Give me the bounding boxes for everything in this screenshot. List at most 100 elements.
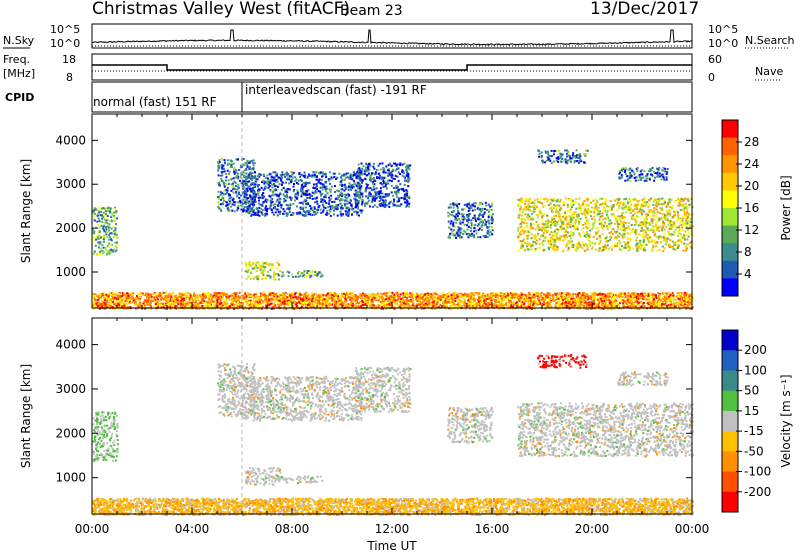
- scatter-cell: [223, 185, 226, 188]
- scatter-cell: [382, 185, 385, 188]
- scatter-cell: [303, 176, 306, 179]
- scatter-cell: [220, 199, 222, 201]
- scatter-cell: [260, 271, 263, 274]
- scatter-cell: [674, 298, 677, 301]
- scatter-cell: [99, 307, 101, 310]
- scatter-cell: [182, 296, 185, 299]
- scatter-cell: [543, 296, 546, 298]
- scatter-cell: [687, 299, 690, 302]
- scatter-cell: [338, 190, 341, 193]
- scatter-cell: [223, 291, 226, 294]
- scatter-cell: [291, 213, 294, 216]
- scatter-cell: [498, 307, 501, 310]
- scatter-cell: [331, 297, 334, 300]
- scatter-cell: [113, 298, 115, 301]
- scatter-cell: [236, 209, 239, 212]
- scatter-cell: [176, 302, 179, 304]
- scatter-cell: [271, 292, 274, 295]
- scatter-cell: [381, 306, 384, 309]
- scatter-cell: [257, 202, 260, 205]
- scatter-cell: [347, 172, 350, 175]
- scatter-cell: [488, 304, 491, 307]
- scatter-cell: [612, 295, 615, 298]
- scatter-cell: [349, 186, 352, 188]
- scatter-cell: [109, 209, 111, 212]
- scatter-cell: [233, 210, 236, 213]
- scatter-cell: [272, 273, 275, 276]
- scatter-cell: [404, 195, 407, 198]
- scatter-cell: [390, 180, 393, 183]
- scatter-cell: [295, 307, 298, 310]
- scatter-cell: [271, 183, 273, 186]
- scatter-cell: [344, 298, 347, 301]
- scatter-cell: [220, 203, 222, 206]
- scatter-cell: [245, 210, 248, 213]
- scatter-cell: [583, 305, 586, 308]
- scatter-cell: [648, 299, 651, 301]
- scatter-cell: [216, 303, 219, 306]
- scatter-cell: [432, 305, 435, 308]
- scatter-cell: [351, 178, 354, 181]
- scatter-cell: [478, 296, 481, 299]
- scatter-cell: [684, 303, 686, 306]
- scatter-cell: [509, 295, 512, 298]
- scatter-cell: [354, 198, 357, 201]
- scatter-cell: [205, 302, 208, 305]
- scatter-cell: [94, 244, 97, 247]
- scatter-cell: [160, 299, 163, 302]
- scatter-cell: [400, 188, 403, 190]
- scatter-cell: [315, 178, 318, 181]
- scatter-cell: [245, 172, 248, 175]
- scatter-cell: [404, 299, 407, 302]
- scatter-cell: [392, 302, 395, 305]
- scatter-cell: [270, 308, 273, 310]
- scatter-cell: [396, 204, 399, 207]
- scatter-cell: [95, 208, 98, 211]
- scatter-cell: [306, 272, 309, 274]
- scatter-cell: [143, 300, 146, 303]
- scatter-cell: [218, 166, 221, 168]
- scatter-cell: [592, 292, 595, 294]
- scatter-cell: [106, 236, 109, 239]
- scatter-cell: [568, 303, 571, 306]
- scatter-cell: [578, 300, 581, 303]
- scatter-cell: [485, 304, 487, 306]
- scatter-cell: [378, 162, 381, 165]
- scatter-cell: [104, 297, 107, 300]
- scatter-cell: [233, 204, 236, 207]
- scatter-cell: [261, 213, 264, 216]
- scatter-cell: [223, 299, 225, 302]
- scatter-cell: [241, 202, 244, 205]
- scatter-cell: [254, 195, 257, 198]
- scatter-cell: [408, 196, 411, 199]
- scatter-cell: [683, 305, 686, 308]
- scatter-cell: [391, 170, 394, 173]
- scatter-cell: [371, 195, 374, 198]
- scatter-cell: [162, 304, 165, 306]
- scatter-cell: [402, 171, 405, 174]
- scatter-cell: [261, 204, 264, 207]
- scatter-cell: [158, 293, 160, 295]
- scatter-cell: [395, 192, 397, 195]
- scatter-cell: [222, 180, 224, 183]
- scatter-cell: [142, 304, 145, 307]
- scatter-cell: [314, 190, 317, 192]
- scatter-cell: [264, 176, 267, 179]
- scatter-cell: [515, 301, 518, 304]
- scatter-cell: [347, 189, 350, 192]
- scatter-cell: [344, 174, 347, 177]
- scatter-cell: [284, 181, 287, 184]
- scatter-cell: [189, 299, 192, 302]
- scatter-cell: [688, 304, 691, 307]
- scatter-cell: [108, 219, 111, 222]
- scatter-cell: [98, 230, 101, 233]
- scatter-cell: [283, 210, 286, 213]
- scatter-cell: [102, 211, 105, 214]
- scatter-cell: [103, 234, 105, 237]
- scatter-cell: [366, 298, 368, 300]
- scatter-cell: [651, 292, 654, 295]
- scatter-cell: [669, 303, 672, 306]
- scatter-cell: [406, 178, 409, 181]
- scatter-cell: [336, 214, 339, 217]
- scatter-cell: [373, 183, 376, 186]
